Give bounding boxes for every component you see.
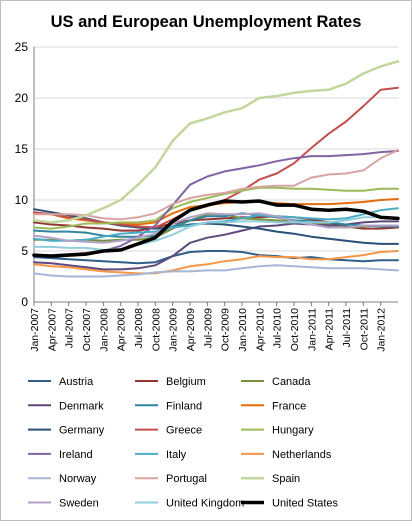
series-line-sweden: [33, 212, 399, 244]
legend-label-norway: Norway: [59, 473, 97, 485]
series-line-united-states: [32, 199, 400, 258]
x-tick-label: Apr-2008: [116, 308, 128, 351]
series-line-spain: [32, 60, 400, 224]
x-tick-label: Oct-2009: [220, 308, 232, 351]
x-tick-label: Jul-2011: [341, 308, 353, 348]
x-tick-label: Oct-2010: [289, 308, 301, 351]
x-tick-label: Apr-2010: [254, 308, 266, 351]
x-tick-label: Apr-2009: [185, 308, 197, 351]
legend-label-greece: Greece: [166, 425, 202, 437]
series-line-denmark: [33, 220, 399, 271]
legend-label-portugal: Portugal: [166, 473, 207, 485]
x-axis-ticks: Jan-2007 Apr-2007 Jul-2007 Oct-2007 Jan-2008…: [29, 308, 388, 352]
x-tick-label: Oct-2007: [81, 308, 93, 351]
legend-label-belgium: Belgium: [166, 376, 206, 388]
legend-label-austria: Austria: [59, 376, 94, 388]
x-tick-label: Jan-2010: [237, 308, 249, 352]
series-line-hungary: [33, 186, 399, 230]
x-tick-label: Jan-2011: [306, 308, 318, 351]
x-tick-label: Jan-2012: [376, 308, 388, 352]
legend-label-canada: Canada: [272, 376, 311, 388]
x-tick-label: Jul-2010: [272, 308, 284, 348]
legend-label-denmark: Denmark: [59, 400, 104, 412]
y-tick-label: 0: [21, 295, 28, 309]
x-tick-label: Jul-2008: [133, 308, 145, 348]
x-tick-label: Jul-2007: [64, 308, 76, 348]
series-line-portugal: [33, 149, 399, 221]
series-line-united-kingdom: [33, 216, 399, 251]
legend-label-ireland: Ireland: [59, 449, 93, 461]
legend-label-hungary: Hungary: [272, 425, 314, 437]
x-tick-label: Jan-2009: [168, 308, 180, 352]
legend-label-netherlands: Netherlands: [272, 449, 332, 461]
y-tick-label: 15: [15, 142, 29, 156]
legend-label-united-states: United States: [272, 498, 339, 510]
y-tick-label: 25: [15, 40, 29, 54]
series-line-finland: [33, 212, 399, 238]
x-tick-label: Oct-2011: [358, 308, 370, 351]
legend-label-france: France: [272, 400, 306, 412]
x-tick-label: Jan-2007: [29, 308, 41, 352]
y-axis-ticks: 0 5 10 15 20 25: [15, 40, 29, 309]
x-tick-label: Jul-2009: [202, 308, 214, 348]
legend-label-germany: Germany: [59, 425, 105, 437]
legend-label-finland: Finland: [166, 400, 202, 412]
series-line-norway: [33, 264, 399, 278]
axes: [33, 47, 398, 306]
y-tick-label: 10: [15, 193, 29, 207]
series-line-austria: [33, 250, 399, 265]
legend-label-united-kingdom: United Kingdom: [166, 498, 244, 510]
legend-label-spain: Spain: [272, 473, 300, 485]
x-tick-label: Apr-2007: [46, 308, 58, 351]
y-tick-label: 20: [15, 91, 29, 105]
x-tick-label: Oct-2008: [150, 308, 162, 351]
legend-label-italy: Italy: [166, 449, 187, 461]
series-line-netherlands: [33, 250, 399, 275]
legend-label-sweden: Sweden: [59, 498, 99, 510]
x-tick-label: Jan-2008: [98, 308, 110, 352]
x-tick-label: Apr-2011: [324, 308, 336, 351]
series-lines: [32, 60, 400, 278]
y-tick-label: 5: [21, 244, 28, 258]
legend: Austria Belgium Canada Denmark Finland France…: [28, 376, 339, 510]
chart-title: US and European Unemployment Rates: [51, 13, 362, 31]
